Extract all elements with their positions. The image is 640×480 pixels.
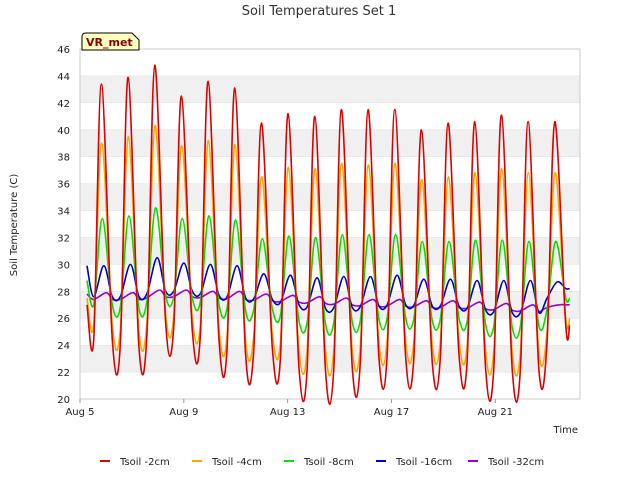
grid-band	[80, 129, 580, 157]
y-tick-label: 44	[57, 72, 70, 83]
y-tick-label: 36	[57, 180, 70, 191]
y-tick-label: 20	[57, 395, 70, 406]
series-lines	[86, 64, 571, 405]
y-tick-label: 38	[57, 153, 70, 164]
y-tick-label: 30	[57, 260, 70, 271]
x-axis-title: Time	[553, 425, 578, 436]
site-badge-shape	[81, 32, 140, 51]
y-tick-label: 32	[57, 233, 70, 244]
legend-label: Tsoil -8cm	[303, 457, 354, 468]
x-tick-label: Aug 5	[65, 407, 94, 418]
series-line-tsoil-16cm	[86, 256, 570, 318]
grid-band	[80, 183, 580, 211]
chart-title: Soil Temperatures Set 1	[242, 4, 397, 19]
legend-label: Tsoil -4cm	[211, 457, 262, 468]
legend-label: Tsoil -16cm	[395, 457, 452, 468]
y-axis: 20 22 24 26 28 30 32 34 36 38 40 42 44 46	[57, 45, 70, 406]
plot-area-border	[79, 48, 581, 400]
legend: Tsoil -2cm Tsoil -4cm Tsoil -8cm Tsoil -16c…	[100, 457, 544, 468]
site-badge-label: VR_met	[86, 36, 133, 49]
site-badge: VR_met	[81, 32, 140, 51]
series-line-tsoil-2cm	[86, 64, 571, 405]
x-tick-label: Aug 9	[169, 407, 198, 418]
grid-band	[80, 345, 580, 373]
grid-bands	[80, 75, 580, 400]
y-tick-label: 28	[57, 287, 70, 298]
grid-band	[80, 75, 580, 103]
y-tick-label: 24	[57, 341, 70, 352]
y-tick-label: 34	[57, 207, 70, 218]
y-tick-label: 46	[57, 45, 70, 56]
y-tick-label: 26	[57, 314, 70, 325]
legend-label: Tsoil -32cm	[487, 457, 544, 468]
x-tick-label: Aug 21	[478, 407, 513, 418]
y-tick-label: 22	[57, 368, 70, 379]
x-axis: Aug 5 Aug 9 Aug 13 Aug 17 Aug 21	[65, 399, 513, 418]
x-tick-label: Aug 17	[374, 407, 409, 418]
y-axis-title: Soil Temperature (C)	[9, 174, 20, 277]
series-line-tsoil-8cm	[86, 206, 571, 339]
y-tick-label: 40	[57, 126, 70, 137]
x-tick-label: Aug 13	[270, 407, 305, 418]
y-tick-label: 42	[57, 99, 70, 110]
legend-label: Tsoil -2cm	[119, 457, 170, 468]
